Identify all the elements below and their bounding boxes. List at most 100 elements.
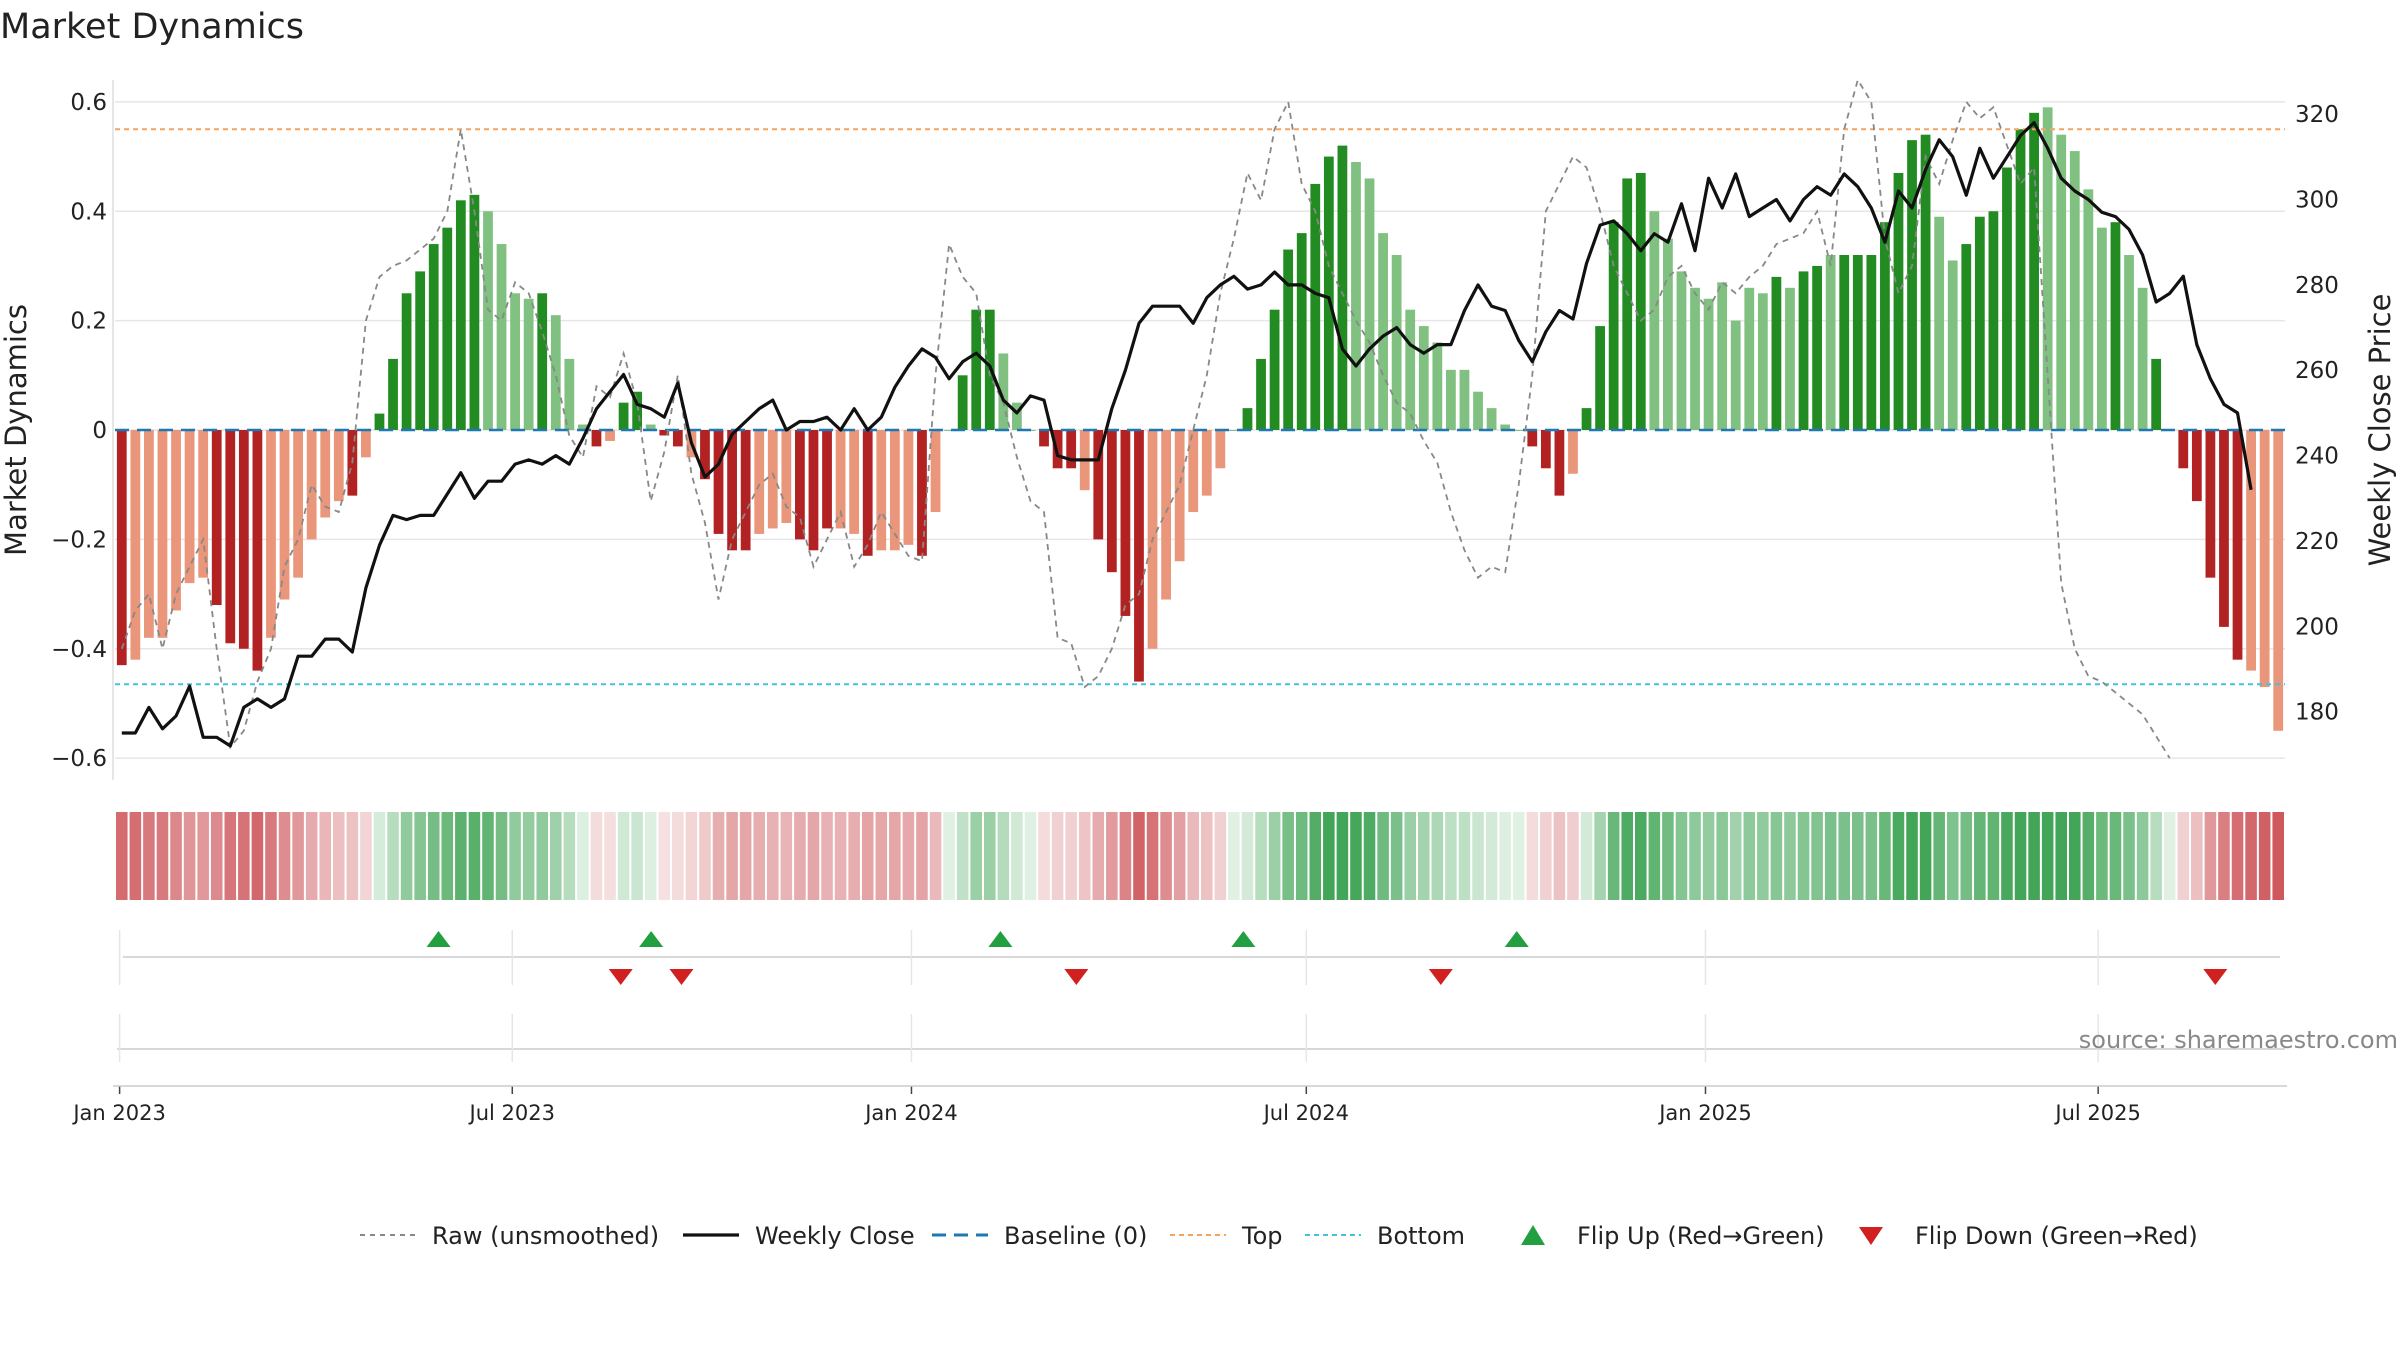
regime-strip-cell [1173,812,1186,900]
dynamics-bar [1568,430,1578,474]
dynamics-bar [2110,222,2121,430]
regime-strip-cell [1702,812,1715,900]
regime-strip-cell [2231,812,2244,900]
regime-strip-cell [333,812,345,900]
legend-label: Baseline (0) [1004,1222,1147,1250]
dynamics-bar [564,358,575,430]
dynamics-bar [1473,391,1483,430]
dynamics-bar [225,430,236,644]
dynamics-bar [944,430,954,431]
flip-up-marker [1504,931,1529,947]
dynamics-bar [822,430,832,529]
regime-strip-cell [536,812,548,900]
dynamics-bar [618,402,629,430]
regime-strip-cell [577,812,589,900]
weekly-close-line [121,121,2253,748]
regime-strip-cell [1540,812,1552,900]
regime-strip-cell [672,812,684,900]
regime-strip-cell [644,812,657,900]
regime-strip-cell [1011,812,1023,900]
regime-strip-cell [360,812,372,900]
regime-strip-cell [1323,812,1335,900]
regime-strip-cell [956,812,969,900]
regime-strip-cell [1716,812,1728,900]
dynamics-bars [116,107,2284,731]
dynamics-bar [415,271,426,430]
dynamics-bar [279,430,290,600]
dynamics-bar [2178,430,2189,469]
regime-strip-cell [278,812,291,900]
regime-strip-cell [2272,812,2284,900]
dynamics-bar [1201,430,1212,496]
regime-strip-cell [1906,812,1918,900]
regime-strip-cell [1689,812,1701,900]
dynamics-bar [2002,167,2012,430]
dynamics-bar [455,200,466,430]
price-lines [120,77,2253,759]
dynamics-bar [1012,402,1022,430]
regime-strip-cell [1106,812,1118,900]
regime-strip-cell [1933,812,1945,900]
regime-strip-cell [1472,812,1484,900]
chart-title: Market Dynamics [0,7,304,47]
dynamics-bar [1934,216,1945,430]
regime-strip-cell [468,812,481,900]
dynamics-bar [1554,430,1565,496]
regime-strip-cell [414,812,426,900]
dynamics-bar [889,430,900,551]
dynamics-bar [1866,255,1877,430]
dynamics-bar [1622,178,1633,430]
regime-strip-cell [129,812,142,900]
dynamics-bar [374,413,385,430]
regime-strip-cell [1485,812,1498,900]
dynamics-bar [1242,408,1253,430]
x-tick-label: Jan 2025 [1657,1101,1752,1125]
flip-markers-panel [113,930,2287,1087]
dynamics-bar [1812,265,1822,430]
dynamics-bar [1798,271,1809,430]
regime-strip-cell [2069,812,2081,900]
regime-strip-cell [861,812,874,900]
dynamics-bar [795,430,805,540]
dynamics-bar [144,430,154,638]
dynamics-bar [727,430,737,551]
regime-strip-cell [1187,812,1199,900]
dynamics-bar [1663,238,1673,430]
dynamics-bar [672,430,683,447]
regime-strip-cell [1499,812,1511,900]
regime-strip-cell [238,812,250,900]
regime-strip-cell [1838,812,1850,900]
regime-strip-cell [875,812,888,900]
dynamics-bar [293,430,303,578]
dynamics-bar [2205,430,2216,578]
regime-strip-cell [210,812,223,900]
dynamics-bar [1418,326,1429,430]
dynamics-bar [1337,145,1348,430]
legend-item: Top [1170,1222,1283,1250]
dynamics-bar [1323,156,1334,430]
dynamics-bar [442,227,453,430]
regime-strip-cell [1675,812,1688,900]
dynamics-bar [1161,430,1171,600]
y-tick-label-right: 260 [2295,358,2339,384]
dynamics-bar [2137,287,2148,430]
regime-strip-cell [400,812,413,900]
y-tick-label-left: 0.4 [70,199,107,225]
dynamics-bar [1269,309,1280,430]
dynamics-bar [1988,211,1999,430]
y-tick-label-left: −0.4 [51,637,107,663]
dynamics-bar [1174,430,1185,562]
dynamics-bar [496,244,507,430]
dynamics-bar [930,430,941,513]
regime-strip-cell [1594,812,1606,900]
regime-strip-cell [997,812,1010,900]
regime-strip-cell [2123,812,2135,900]
dynamics-bar [903,430,914,545]
dynamics-bar [1432,342,1443,430]
regime-strip-cell [2218,812,2230,900]
y-tick-label-right: 200 [2295,614,2339,640]
regime-strip-cell [1512,812,1525,900]
x-tick-label: Jul 2023 [468,1101,555,1125]
flip-down-marker [608,969,633,985]
legend: Raw (unsmoothed) Weekly Close Baseline (0)… [360,1222,2198,1250]
